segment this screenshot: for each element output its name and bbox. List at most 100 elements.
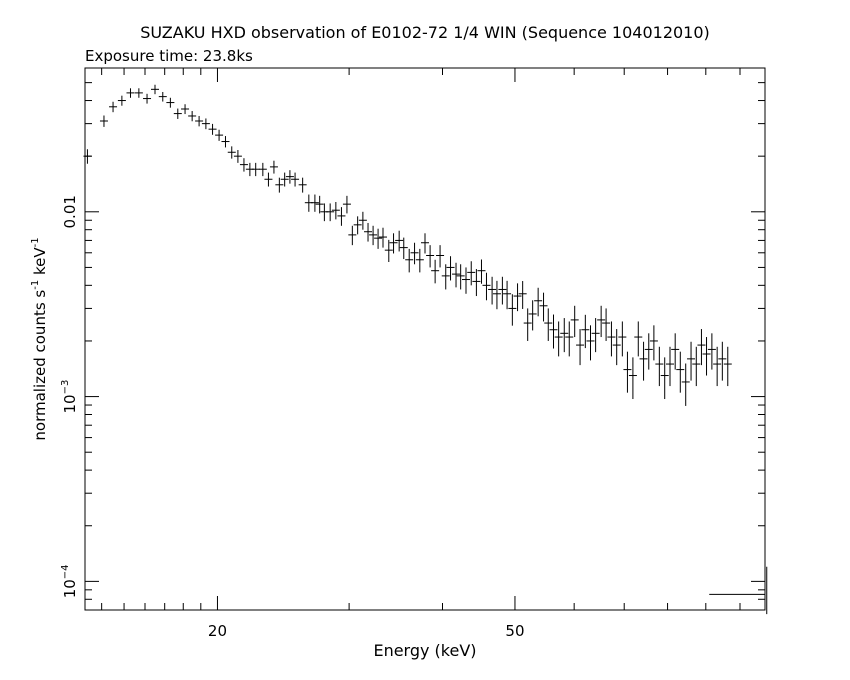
data-point xyxy=(269,160,278,174)
data-point xyxy=(158,91,167,102)
data-point xyxy=(586,325,595,361)
data-point xyxy=(697,329,706,366)
data-point xyxy=(208,123,217,135)
data-point xyxy=(718,341,727,381)
data-point xyxy=(602,308,611,341)
data-point xyxy=(298,177,307,193)
y-axis-label-mid: keV xyxy=(31,247,49,280)
y-axis-label-exp2: -1 xyxy=(30,237,41,247)
data-point xyxy=(143,93,152,104)
data-point xyxy=(395,230,404,252)
data-point xyxy=(441,264,450,290)
y-tick-label-base: 10 xyxy=(61,579,79,598)
data-point xyxy=(173,108,182,119)
data-point xyxy=(488,276,497,305)
data-point xyxy=(353,216,362,235)
data-point xyxy=(227,146,236,159)
data-point xyxy=(126,88,135,98)
y-tick-label-text: 10−3 xyxy=(60,380,79,414)
data-point xyxy=(503,280,512,310)
data-point xyxy=(513,283,522,312)
y-tick-label: 10−3 xyxy=(60,380,79,414)
data-point xyxy=(326,203,335,222)
data-point xyxy=(275,177,284,193)
data-point xyxy=(358,211,367,230)
data-point xyxy=(492,280,501,310)
data-point xyxy=(421,233,430,254)
data-point xyxy=(452,262,461,288)
data-point xyxy=(692,346,701,387)
data-point xyxy=(415,248,424,273)
data-point xyxy=(364,222,373,242)
data-point xyxy=(607,321,616,357)
x-tick-label: 50 xyxy=(505,622,524,640)
data-point xyxy=(166,97,175,108)
data-point xyxy=(477,259,486,284)
data-point xyxy=(508,294,517,326)
data-point xyxy=(534,287,543,317)
data-point xyxy=(374,228,383,249)
data-point xyxy=(342,195,351,214)
y-axis-label-exp1: -1 xyxy=(30,280,41,290)
data-point xyxy=(405,248,414,273)
data-point xyxy=(549,314,558,349)
y-tick-label-text: 10−4 xyxy=(60,564,79,598)
data-point xyxy=(264,172,273,187)
x-tick-label: 20 xyxy=(208,622,227,640)
data-point xyxy=(612,329,621,366)
data-point xyxy=(707,333,716,370)
data-point xyxy=(410,242,419,265)
data-point xyxy=(560,318,569,353)
data-point xyxy=(570,305,579,338)
data-point xyxy=(649,325,658,361)
data-point xyxy=(280,172,289,187)
data-point xyxy=(83,149,92,164)
data-point xyxy=(676,351,685,393)
data-point xyxy=(378,227,387,248)
chart-subtitle: Exposure time: 23.8ks xyxy=(85,47,253,65)
data-point xyxy=(431,259,440,284)
data-point xyxy=(576,329,585,366)
data-point xyxy=(544,308,553,341)
data-point xyxy=(233,149,242,163)
data-point xyxy=(331,201,340,220)
resolution-marker xyxy=(709,566,768,615)
data-point xyxy=(628,357,637,400)
data-point xyxy=(498,276,507,305)
data-point xyxy=(399,237,408,260)
data-point xyxy=(221,136,230,148)
data-point xyxy=(239,158,248,172)
data-point xyxy=(655,346,664,387)
data-point xyxy=(482,272,491,301)
data-point xyxy=(687,341,696,381)
y-tick-label: 10−4 xyxy=(60,564,79,598)
data-point xyxy=(285,170,294,184)
y-tick-label-base: 10 xyxy=(61,394,79,413)
data-point xyxy=(467,261,476,286)
data-point xyxy=(581,314,590,349)
data-point xyxy=(369,225,378,246)
data-point xyxy=(446,256,455,281)
data-point xyxy=(310,194,319,212)
data-point xyxy=(150,84,159,95)
data-points xyxy=(83,84,732,406)
x-axis-label: Energy (keV) xyxy=(373,641,476,660)
data-point xyxy=(291,172,300,187)
data-point xyxy=(117,95,126,106)
y-tick-label: 0.01 xyxy=(61,195,79,228)
data-point xyxy=(337,207,346,226)
data-point xyxy=(665,346,674,387)
data-point xyxy=(713,346,722,387)
data-point xyxy=(181,104,190,115)
y-tick-label-exp: −4 xyxy=(60,564,71,579)
data-point xyxy=(134,88,143,98)
data-point xyxy=(188,111,197,122)
data-point xyxy=(389,233,398,254)
data-point xyxy=(251,162,260,177)
y-axis-label-main: normalized counts s xyxy=(31,290,49,441)
data-point xyxy=(554,321,563,357)
plot-frame xyxy=(84,67,766,611)
data-point xyxy=(426,245,435,268)
axis-ticks xyxy=(85,67,765,611)
